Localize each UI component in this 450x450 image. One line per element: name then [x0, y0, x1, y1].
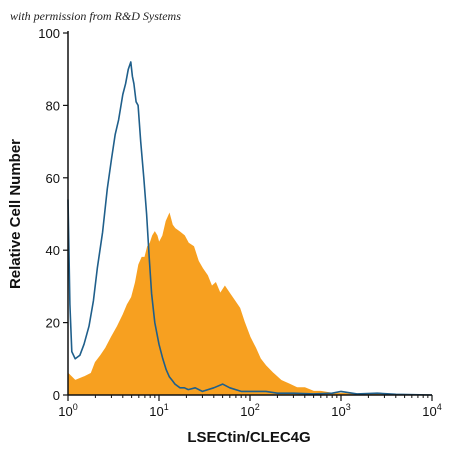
- isotype-control-histogram-line: [67, 61, 433, 396]
- stained-histogram-area: [67, 212, 433, 396]
- x-axis-title: LSECtin/CLEC4G: [187, 429, 310, 446]
- y-tick-label: 100: [38, 26, 60, 41]
- y-tick-label: 60: [46, 171, 60, 186]
- plot-area: [67, 61, 433, 396]
- x-tick-label: 103: [331, 402, 350, 419]
- x-tick-label: 101: [149, 402, 168, 419]
- x-tick-label: 100: [58, 402, 77, 419]
- y-axis-title: Relative Cell Number: [7, 139, 24, 289]
- y-tick-label: 80: [46, 98, 60, 113]
- permission-watermark: with permission from R&D Systems: [10, 9, 181, 23]
- x-tick-label: 102: [240, 402, 259, 419]
- y-tick-label: 0: [53, 388, 60, 403]
- axes: 0 20 40 60 80 100 100 101 102 103 104: [38, 26, 441, 419]
- y-tick-label: 20: [46, 316, 60, 331]
- x-tick-label: 104: [422, 402, 441, 419]
- y-tick-label: 40: [46, 243, 60, 258]
